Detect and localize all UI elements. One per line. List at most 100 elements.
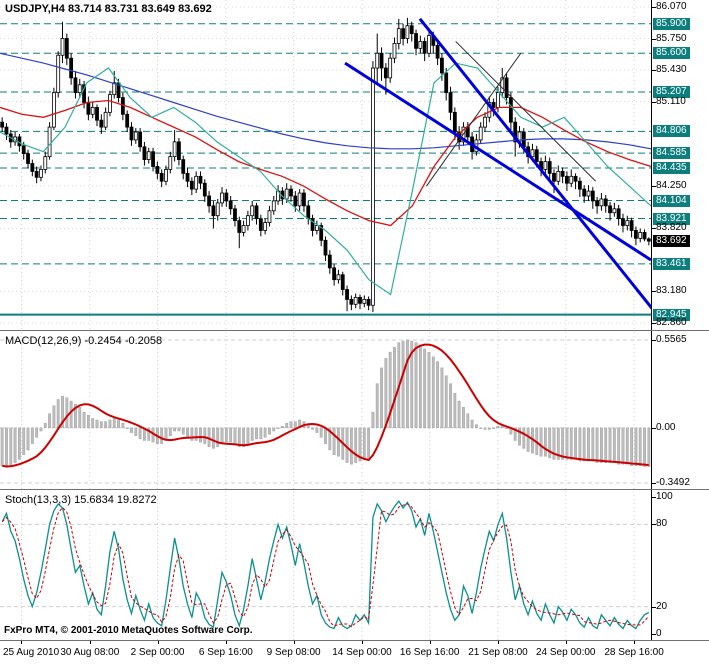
macd-histogram-bar — [638, 427, 642, 466]
candle-body — [194, 175, 199, 190]
candle-body — [21, 145, 26, 155]
candle-body — [228, 200, 233, 210]
axis-tick — [652, 228, 656, 230]
axis-tick — [652, 340, 656, 341]
macd-histogram-bar — [621, 427, 625, 465]
macd-histogram-bar — [216, 427, 220, 448]
candle-body — [172, 141, 177, 158]
macd-histogram-bar — [513, 427, 517, 441]
trendline — [344, 61, 652, 262]
price-axis-label: 80 — [656, 518, 668, 530]
macd-histogram-bar — [401, 340, 405, 429]
axis-tick — [652, 186, 656, 188]
candle-body — [112, 82, 117, 96]
price-axis[interactable]: 86.070 85.900 85.750 85.600 85.430 85.207 85.1… — [651, 0, 709, 641]
candle-body — [547, 161, 552, 174]
macd-histogram-bar — [548, 427, 552, 459]
candle-body — [508, 97, 513, 123]
macd-histogram-bar — [30, 427, 34, 444]
price-axis-label: 84.104 — [653, 194, 690, 207]
macd-histogram-bar — [522, 427, 526, 449]
macd-histogram-bar — [552, 427, 556, 460]
candle-body — [332, 267, 337, 281]
candle-body — [198, 175, 203, 184]
macd-histogram-bar — [289, 421, 293, 429]
macd-histogram-bar — [61, 396, 64, 429]
price-axis-label: 0 — [656, 628, 662, 639]
candle-body — [366, 298, 371, 306]
candle-body — [220, 192, 224, 204]
macd-histogram-bar — [56, 399, 60, 429]
panel-separator[interactable] — [0, 640, 709, 641]
candle-body — [129, 126, 134, 141]
macd-histogram-bar — [121, 422, 125, 429]
candle-body — [345, 289, 349, 300]
candle-body — [340, 274, 345, 290]
macd-histogram-bar — [173, 427, 177, 432]
candle-body — [599, 198, 604, 207]
macd-histogram-bar — [634, 427, 638, 466]
candle-body — [573, 175, 578, 182]
panel-separator[interactable] — [0, 489, 709, 490]
candle-body — [487, 102, 492, 118]
candle-body — [0, 121, 5, 128]
macd-histogram-bar — [444, 375, 448, 429]
macd-histogram-bar — [561, 427, 565, 460]
candle-body — [90, 107, 95, 115]
candle-body — [336, 274, 341, 281]
price-axis-label: 100 — [656, 491, 673, 502]
macd-histogram-bar — [380, 367, 383, 429]
moving-average-blue — [0, 52, 652, 150]
candle-body — [427, 35, 431, 54]
macd-histogram-bar — [440, 367, 444, 429]
macd-histogram-bar — [349, 427, 353, 465]
candle-body — [478, 126, 483, 141]
candle-body — [371, 67, 375, 306]
time-axis-label: 30 Aug 08:00 — [60, 647, 120, 658]
macd-histogram-bar — [324, 427, 327, 444]
macd-histogram-bar — [255, 427, 258, 440]
candle-body — [297, 192, 302, 207]
macd-histogram-bar — [328, 427, 332, 451]
candle-body — [237, 220, 242, 233]
macd-histogram-bar — [315, 427, 319, 433]
candle-body — [233, 208, 237, 222]
macd-histogram-bar — [453, 392, 457, 429]
macd-histogram-bar — [203, 427, 207, 444]
candle-body — [215, 202, 220, 217]
candle-body — [491, 102, 496, 108]
candle-body — [349, 298, 354, 305]
macd-histogram-bar — [518, 427, 521, 446]
price-axis-label: 84.585 — [653, 147, 690, 160]
candle-body — [388, 57, 393, 79]
time-tick — [157, 641, 159, 644]
macd-histogram-bar — [276, 427, 280, 429]
axis-tick — [652, 497, 656, 498]
macd-histogram-bar — [375, 383, 379, 429]
macd-histogram-bar — [181, 427, 185, 435]
candle-body — [258, 218, 263, 231]
time-tick — [429, 641, 431, 644]
price-axis-label: 85.430 — [656, 64, 687, 75]
candle-body — [224, 192, 229, 202]
macd-histogram-bar — [48, 413, 51, 429]
trendline — [425, 52, 522, 187]
candle-body — [69, 57, 74, 79]
panel-separator[interactable] — [0, 330, 709, 331]
macd-histogram-bar — [479, 427, 483, 429]
macd-histogram-bar — [358, 427, 362, 462]
candle-body — [211, 205, 216, 217]
candle-body — [241, 225, 246, 233]
time-axis[interactable]: 25 Aug 2010 30 Aug 08:00 2 Sep 00:00 6 Sep … — [0, 641, 709, 668]
candle-body — [358, 297, 362, 304]
macd-indicator-title: MACD(12,26,9) -0.2454 -0.2058 — [5, 335, 163, 347]
macd-histogram-bar — [367, 427, 371, 460]
candle-body — [116, 82, 121, 98]
macd-histogram-bar — [186, 427, 189, 438]
price-axis-label: 82.945 — [653, 308, 690, 321]
candle-body — [99, 119, 104, 128]
candle-body — [64, 38, 69, 59]
macd-histogram-bar — [78, 407, 82, 429]
time-tick — [498, 641, 499, 644]
